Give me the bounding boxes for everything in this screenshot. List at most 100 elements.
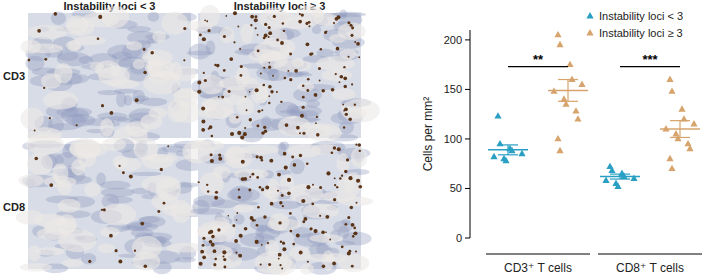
stained-cell: [245, 96, 247, 98]
stained-cell: [334, 177, 336, 179]
stained-cell: [269, 159, 273, 163]
stroma: [26, 133, 64, 154]
panel-background: [28, 144, 191, 269]
stained-cell: [351, 223, 355, 227]
stroma: [133, 252, 161, 271]
y-tick-label: 150: [444, 83, 462, 95]
tissue: [280, 142, 289, 150]
stained-cell: [320, 48, 322, 50]
stained-cell: [236, 116, 239, 119]
stained-cell: [302, 85, 305, 88]
stroma: [161, 12, 188, 35]
stained-cell: [356, 202, 358, 204]
stroma: [234, 169, 269, 179]
stroma: [16, 210, 44, 225]
stained-cell: [263, 37, 266, 40]
tissue: [51, 12, 66, 25]
stroma: [242, 145, 279, 155]
stained-cell: [341, 175, 343, 177]
data-point: [502, 157, 509, 163]
stained-cell: [283, 152, 287, 156]
y-tick-label: 200: [444, 34, 462, 46]
stained-cell: [325, 231, 327, 233]
stained-cell: [350, 24, 353, 27]
error-cap: [558, 79, 578, 80]
stained-cell: [359, 150, 361, 152]
tissue: [66, 114, 96, 126]
stained-cell: [254, 18, 258, 22]
stained-cell: [200, 250, 204, 254]
stained-cell: [277, 190, 279, 192]
y-tick: [465, 188, 470, 189]
stroma: [332, 88, 356, 100]
stained-cell: [209, 230, 213, 234]
micrograph: [16, 133, 206, 274]
stained-cell: [201, 106, 205, 110]
stroma: [337, 177, 355, 193]
stained-cell: [28, 59, 31, 62]
stained-cell: [319, 80, 321, 82]
stained-cell: [346, 158, 349, 161]
y-axis-label: Cells per mm²: [421, 97, 435, 172]
stained-cell: [210, 159, 214, 163]
tissue: [255, 234, 264, 244]
data-point: [490, 153, 497, 159]
tissue: [101, 188, 134, 198]
stained-cell: [352, 235, 355, 238]
stained-cell: [257, 34, 259, 36]
stained-cell: [183, 59, 185, 61]
stained-cell: [316, 116, 318, 118]
stained-cell: [354, 231, 358, 235]
stroma: [229, 115, 241, 124]
stained-cell: [289, 53, 292, 56]
stained-cell: [301, 199, 305, 203]
stained-cell: [49, 183, 53, 187]
stroma: [343, 108, 366, 119]
stained-cell: [183, 27, 186, 30]
stained-cell: [37, 29, 41, 33]
stained-cell: [201, 120, 205, 124]
stroma: [339, 49, 356, 59]
stained-cell: [34, 130, 36, 132]
stroma: [84, 182, 100, 196]
stained-cell: [284, 166, 288, 170]
stroma: [101, 6, 129, 28]
stroma: [288, 247, 310, 262]
data-point: [678, 105, 685, 111]
error-cap: [610, 178, 630, 179]
stained-cell: [54, 12, 58, 16]
tissue: [175, 257, 197, 263]
stroma: [341, 99, 380, 122]
stained-cell: [281, 194, 284, 197]
stroma: [200, 5, 220, 27]
stained-cell: [118, 259, 122, 263]
stained-cell: [296, 126, 300, 130]
stained-cell: [238, 254, 242, 258]
stained-cell: [339, 81, 341, 83]
stained-cell: [307, 261, 309, 263]
stained-cell: [256, 155, 259, 158]
legend: Instability loci < 3Instability loci ≥ 3: [586, 10, 683, 39]
stained-cell: [256, 124, 259, 127]
stained-cell: [203, 72, 205, 74]
stained-cell: [306, 185, 310, 189]
stained-cell: [246, 109, 248, 111]
tissue: [287, 104, 300, 116]
stroma: [134, 138, 159, 160]
stained-cell: [263, 67, 265, 69]
stroma: [219, 27, 234, 43]
stained-cell: [202, 237, 205, 240]
stained-cell: [143, 71, 147, 75]
stained-cell: [206, 184, 208, 186]
data-point: [668, 87, 675, 93]
stained-cell: [291, 156, 294, 159]
stained-cell: [250, 24, 252, 26]
stained-cell: [319, 186, 322, 189]
stained-cell: [268, 62, 270, 64]
stained-cell: [347, 56, 349, 58]
stained-cell: [122, 171, 125, 174]
stained-cell: [264, 23, 267, 26]
data-point: [572, 107, 579, 113]
stained-cell: [163, 202, 166, 205]
stroma: [283, 17, 311, 29]
